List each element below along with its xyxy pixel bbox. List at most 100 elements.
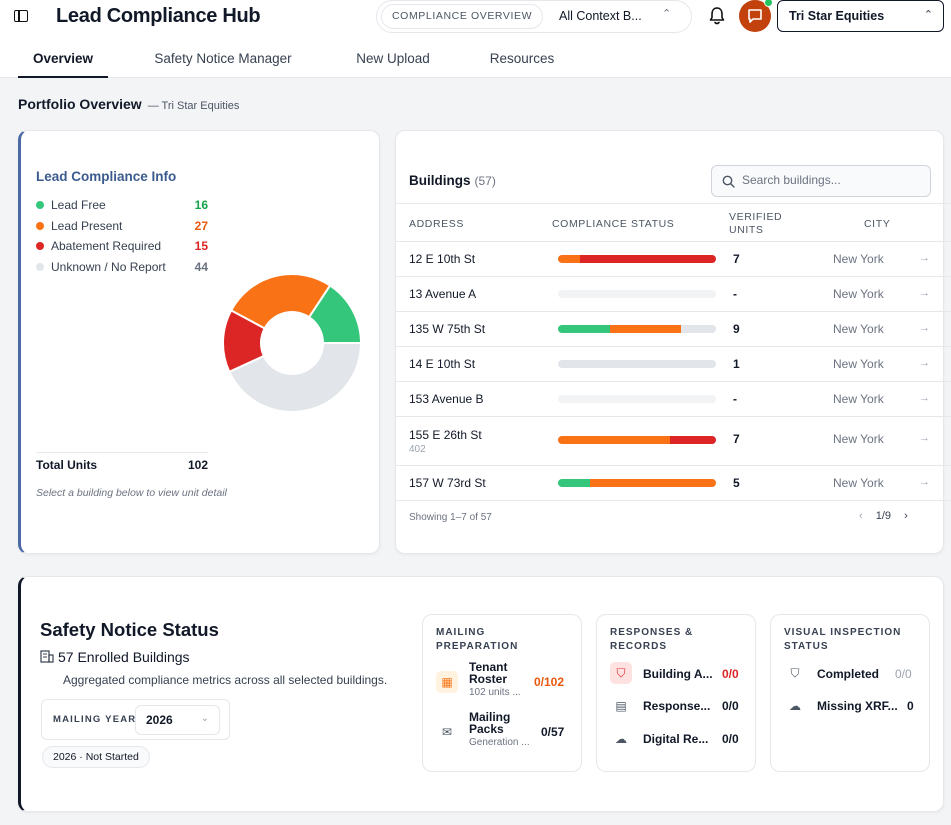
missing-xrf-label[interactable]: Missing XRF...	[817, 699, 898, 713]
pagination: ‹ 1/9 ›	[859, 510, 908, 522]
digital-records-label[interactable]: Digital Re...	[643, 732, 709, 746]
pagination-info: Showing 1–7 of 57	[409, 512, 492, 523]
calendar-icon: ▦	[436, 671, 458, 693]
arrow-right-icon[interactable]: →	[919, 252, 930, 264]
legend-dot	[36, 221, 44, 230]
column-verified-units-line2[interactable]: UNITS	[729, 224, 764, 236]
building-address: 153 Avenue B	[409, 392, 484, 406]
arrow-right-icon[interactable]: →	[919, 476, 930, 488]
sidebar-toggle-icon[interactable]	[14, 10, 28, 22]
arrow-right-icon[interactable]: →	[919, 357, 930, 369]
tab-new-upload[interactable]: New Upload	[356, 51, 430, 66]
status-segment	[558, 436, 671, 444]
tenant-select-value: Tri Star Equities	[789, 9, 885, 23]
tab-overview[interactable]: Overview	[18, 44, 108, 78]
mailing-preparation-title: MAILING PREPARATION	[436, 626, 518, 654]
arrow-right-icon[interactable]: →	[919, 287, 930, 299]
compliance-status-bar	[558, 325, 716, 333]
page-indicator: 1/9	[875, 510, 892, 522]
completed-value: 0/0	[895, 667, 912, 681]
donut-chart	[222, 273, 363, 413]
status-segment	[681, 325, 716, 333]
next-page-icon[interactable]: ›	[904, 510, 908, 522]
donut-slice-lead-present[interactable]	[229, 273, 332, 330]
table-row[interactable]: 135 W 75th St 9 New York →	[396, 312, 951, 347]
table-header: ADDRESS COMPLIANCE STATUS VERIFIED UNITS…	[396, 203, 951, 242]
column-city[interactable]: CITY	[864, 218, 891, 230]
status-segment	[558, 325, 611, 333]
responses-label[interactable]: Response...	[643, 699, 711, 713]
enrolled-buildings-label: 57 Enrolled Buildings	[58, 649, 190, 665]
mail-icon: ✉	[441, 725, 453, 739]
mailing-preparation-title-line2: PREPARATION	[436, 641, 519, 652]
cloud-upload-icon: ☁	[789, 699, 801, 713]
bell-icon[interactable]	[708, 6, 726, 26]
shield-check-icon: ⛉	[790, 666, 800, 680]
mailing-packs-sub: Generation ...	[469, 737, 530, 748]
chart-legend: Lead Free 16 Lead Present 27 Abatement Requi…	[36, 197, 208, 279]
compliance-status-bar	[558, 290, 716, 298]
context-tag[interactable]: COMPLIANCE OVERVIEW	[381, 4, 544, 29]
search-input[interactable]	[742, 173, 922, 187]
legend-item: Lead Present 27	[36, 218, 208, 239]
verified-units: 7	[733, 432, 740, 446]
legend-label: Lead Free	[51, 198, 106, 212]
safety-notice-card: Safety Notice Status 57 Enrolled Buildin…	[18, 576, 944, 812]
donut-slice-unknown-no-report[interactable]	[227, 342, 363, 413]
compliance-status-bar	[558, 395, 716, 403]
status-segment	[670, 436, 716, 444]
enrolled-buildings: 57 Enrolled Buildings	[40, 649, 190, 665]
building-a-label[interactable]: Building A...	[643, 667, 713, 681]
legend-item: Lead Free 16	[36, 197, 208, 218]
buildings-count: (57)	[474, 174, 496, 188]
safety-description: Aggregated compliance metrics across all…	[63, 673, 388, 687]
donut-slice-lead-free[interactable]	[307, 284, 363, 344]
table-row[interactable]: 13 Avenue A - New York →	[396, 277, 951, 312]
legend-value: 15	[194, 239, 208, 253]
mailing-packs-label-line2: Packs	[469, 722, 504, 736]
verified-units: 5	[733, 476, 740, 490]
lead-info-title: Lead Compliance Info	[36, 169, 177, 184]
table-row[interactable]: 155 E 26th St 402 7 New York →	[396, 417, 951, 466]
prev-page-icon[interactable]: ‹	[859, 510, 863, 522]
completed-label[interactable]: Completed	[817, 667, 880, 681]
table-row[interactable]: 153 Avenue B - New York →	[396, 382, 951, 417]
legend-item: Unknown / No Report 44	[36, 259, 208, 280]
verified-units: 1	[733, 357, 740, 371]
column-address[interactable]: ADDRESS	[409, 218, 464, 230]
context-selector[interactable]: COMPLIANCE OVERVIEW All Context B... ⌃	[376, 0, 692, 33]
building-address: 12 E 10th St	[409, 252, 476, 266]
tenant-roster-sub: 102 units ...	[469, 687, 521, 698]
tab-resources[interactable]: Resources	[489, 51, 555, 66]
building-city: New York	[833, 476, 884, 490]
column-verified-units[interactable]: VERIFIED	[729, 211, 783, 223]
verified-units: 7	[733, 252, 740, 266]
tab-safety-notice-manager[interactable]: Safety Notice Manager	[154, 51, 292, 66]
search-box[interactable]	[711, 165, 931, 197]
arrow-right-icon[interactable]: →	[919, 432, 930, 444]
responses-records-title-line1: RESPONSES &	[610, 627, 694, 638]
arrow-right-icon[interactable]: →	[919, 322, 930, 334]
safety-notice-title: Safety Notice Status	[40, 619, 219, 640]
tenant-roster-label-line2: Roster	[469, 672, 508, 686]
legend-label: Lead Present	[51, 218, 123, 233]
building-city: New York	[833, 252, 884, 266]
table-row[interactable]: 14 E 10th St 1 New York →	[396, 347, 951, 382]
table-row[interactable]: 12 E 10th St 7 New York →	[396, 242, 951, 277]
table-row[interactable]: 157 W 73rd St 5 New York →	[396, 466, 951, 501]
building-address: 135 W 75th St	[409, 322, 486, 336]
column-compliance-status[interactable]: COMPLIANCE STATUS	[552, 218, 675, 230]
context-value[interactable]: All Context B...	[559, 9, 642, 23]
legend-value: 16	[194, 198, 208, 212]
compliance-status-bar	[558, 255, 716, 263]
building-address: 14 E 10th St	[409, 357, 476, 371]
building-a-value: 0/0	[722, 667, 739, 681]
mailing-year-select[interactable]: 2026 ⌄	[135, 705, 220, 735]
online-status-dot	[764, 0, 773, 7]
visual-inspection-title: VISUAL INSPECTION STATUS	[784, 626, 901, 654]
chevron-down-icon: ⌄	[200, 713, 209, 724]
tenant-select[interactable]: Tri Star Equities ⌃	[777, 0, 944, 32]
visual-inspection-title-line2: STATUS	[784, 641, 829, 652]
legend-dot	[36, 242, 44, 250]
arrow-right-icon[interactable]: →	[919, 392, 930, 404]
